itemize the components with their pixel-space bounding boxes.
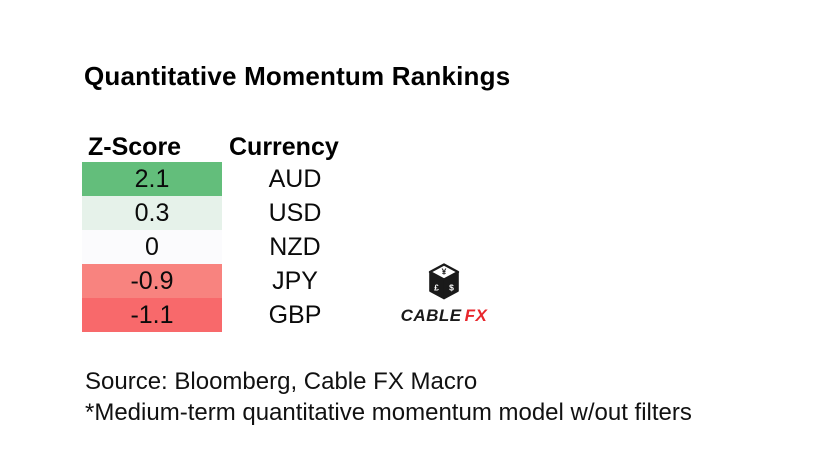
- currency-cell: NZD: [222, 230, 368, 264]
- table-row: -0.9 JPY: [82, 264, 368, 298]
- currency-cell: AUD: [222, 162, 368, 196]
- currency-cube-icon: ¥ £ $: [428, 263, 460, 300]
- cube-symbol-top: ¥: [442, 267, 447, 277]
- column-header-zscore: Z-Score: [88, 133, 182, 161]
- cablefx-logo: ¥ £ $ CABLE FX: [394, 263, 494, 326]
- column-header-currency: Currency: [229, 133, 339, 161]
- table-row: 0 NZD: [82, 230, 368, 264]
- zscore-cell: 0: [82, 230, 222, 264]
- brand-fx: FX: [464, 306, 488, 325]
- table-row: 2.1 AUD: [82, 162, 368, 196]
- currency-cell: GBP: [222, 298, 368, 332]
- table-row: -1.1 GBP: [82, 298, 368, 332]
- currency-cell: JPY: [222, 264, 368, 298]
- zscore-cell: -0.9: [82, 264, 222, 298]
- footer-notes: Source: Bloomberg, Cable FX Macro *Mediu…: [85, 366, 692, 428]
- zscore-cell: -1.1: [82, 298, 222, 332]
- brand-wordmark: CABLE FX: [394, 306, 494, 326]
- cube-symbol-left: £: [434, 283, 439, 293]
- currency-cell: USD: [222, 196, 368, 230]
- zscore-cell: 2.1: [82, 162, 222, 196]
- source-line: Source: Bloomberg, Cable FX Macro: [85, 368, 478, 395]
- zscore-cell: 0.3: [82, 196, 222, 230]
- rankings-table: Z-Score Currency 2.1 AUD 0.3 USD 0 NZD -…: [82, 134, 368, 332]
- table-header-row: Z-Score Currency: [82, 134, 368, 162]
- model-note-line: *Medium-term quantitative momentum model…: [85, 399, 692, 426]
- page-title: Quantitative Momentum Rankings: [84, 61, 511, 91]
- brand-cable: CABLE: [400, 306, 462, 325]
- cube-symbol-right: $: [449, 283, 454, 293]
- table-row: 0.3 USD: [82, 196, 368, 230]
